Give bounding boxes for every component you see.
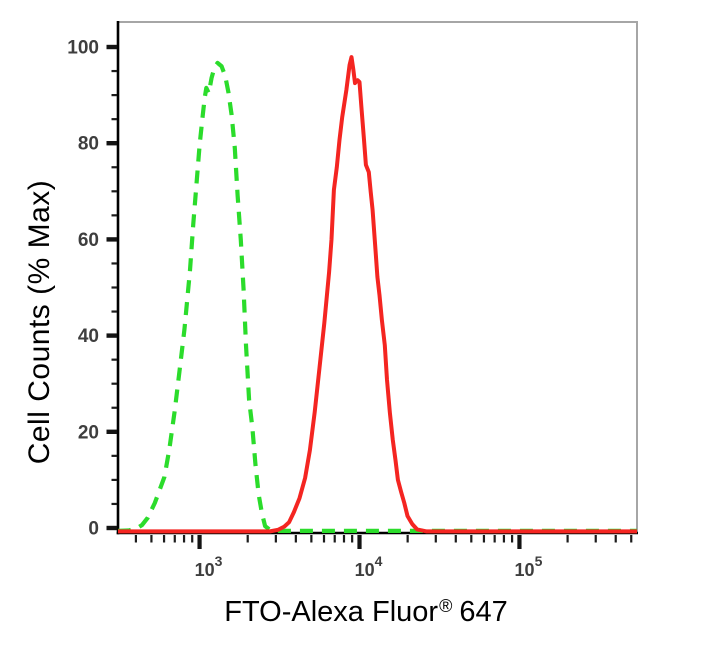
x-tick-label: 105 bbox=[515, 553, 543, 580]
x-axis-title-text: FTO-Alexa Fluor bbox=[224, 596, 439, 628]
x-axis-title: FTO-Alexa Fluor® 647 bbox=[104, 596, 628, 629]
red-solid-curve bbox=[118, 55, 637, 534]
y-tick-label: 40 bbox=[78, 326, 99, 347]
x-axis-title-number: 647 bbox=[459, 596, 508, 628]
y-axis-title: Cell Counts (% Max) bbox=[23, 179, 56, 465]
y-tick-label: 60 bbox=[78, 230, 99, 251]
green-dashed-curve bbox=[117, 60, 637, 533]
x-tick-label: 103 bbox=[195, 553, 223, 580]
y-tick-label: 100 bbox=[67, 38, 99, 59]
y-tick-label: 20 bbox=[78, 422, 99, 443]
x-tick-label: 104 bbox=[355, 553, 383, 580]
y-tick-label: 0 bbox=[88, 518, 99, 539]
y-tick-label: 80 bbox=[78, 134, 99, 155]
registered-trademark-icon: ® bbox=[439, 596, 453, 616]
